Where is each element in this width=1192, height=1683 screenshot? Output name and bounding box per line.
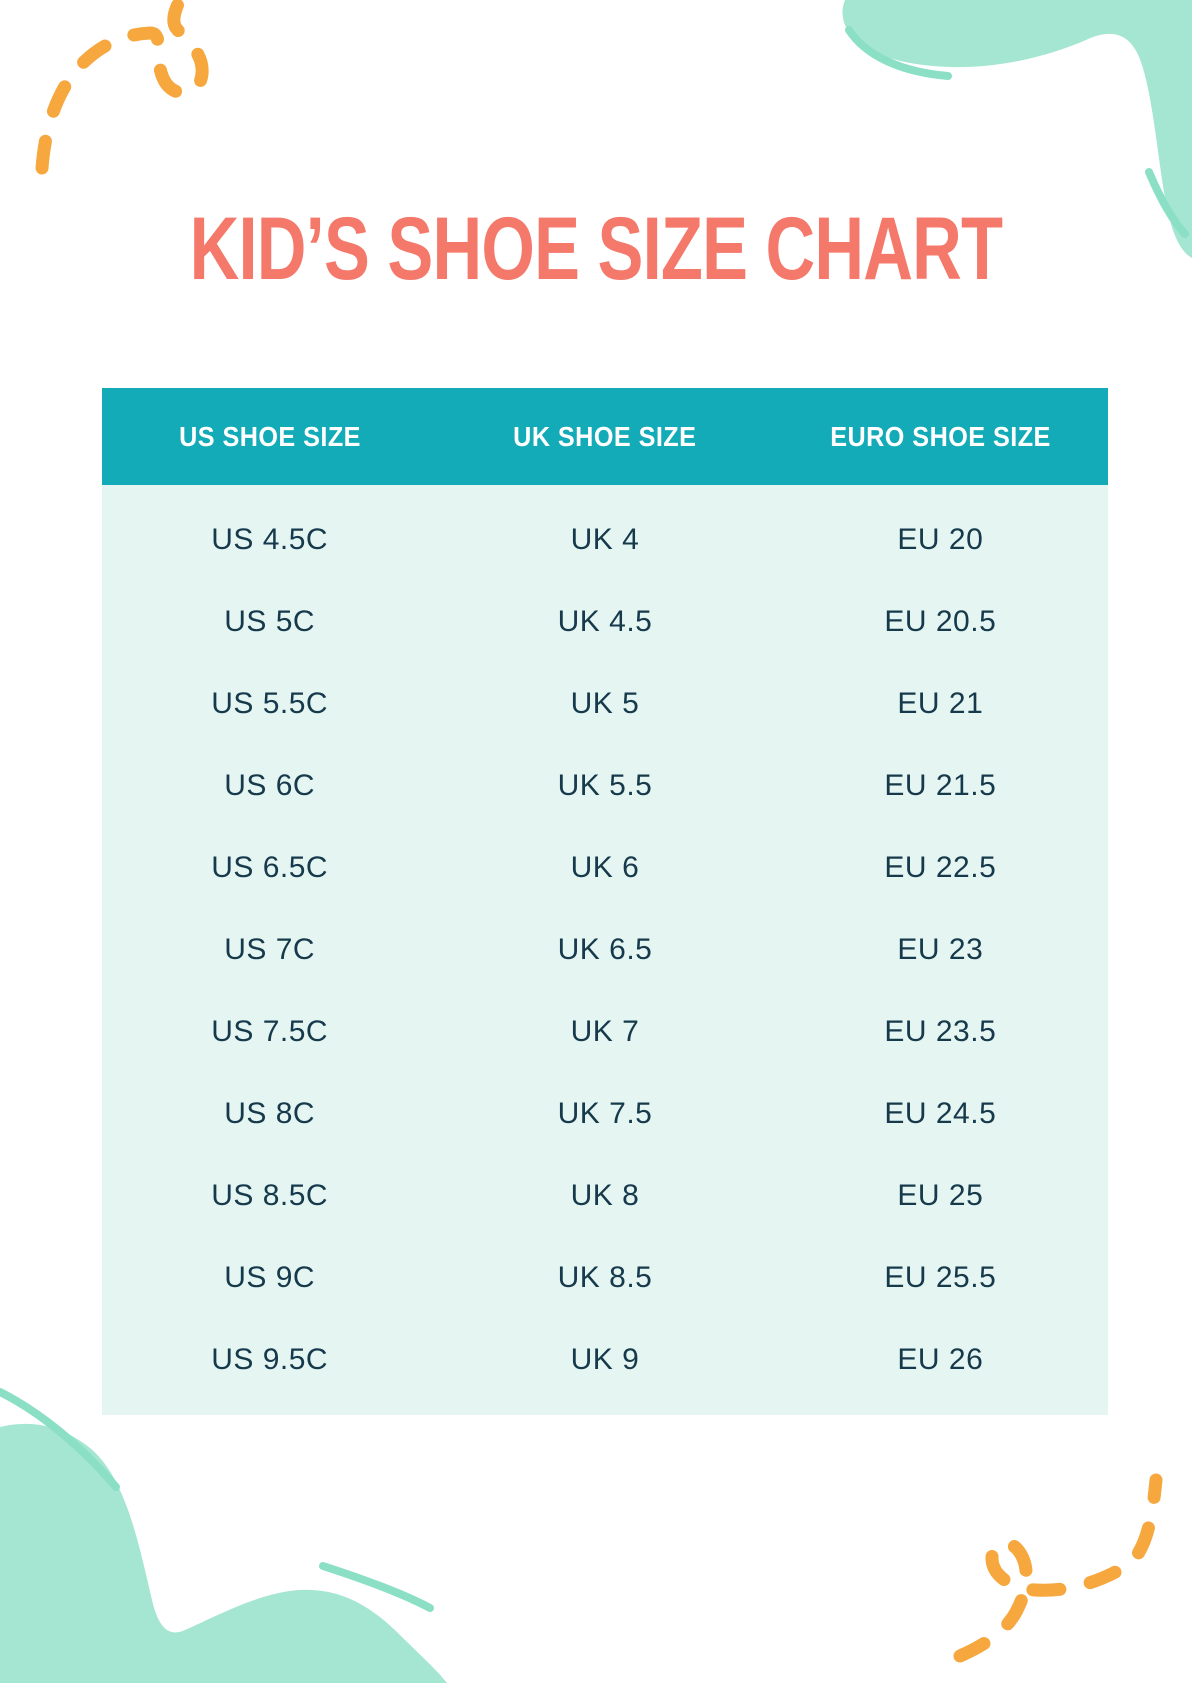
size-cell: US 9C [224,1261,316,1294]
bottom-left-accent-stroke-2 [319,1562,434,1612]
size-cell: US 5C [224,605,316,638]
size-cell: US 5.5C [211,687,329,720]
size-cell: EU 23 [897,933,984,966]
size-cell: US 8C [224,1097,316,1130]
bottom-left-accent-stroke [0,1388,120,1491]
size-cell: UK 8 [570,1179,640,1212]
right-edge-accent-stroke [1145,168,1189,238]
size-cell: UK 5.5 [557,769,653,802]
size-cell: US 4.5C [211,523,329,556]
bottom-right-dashed-doodle [953,1473,1163,1663]
size-cell: UK 6 [570,851,640,884]
size-cell: UK 9 [570,1343,640,1376]
size-cell: EU 26 [897,1343,984,1376]
table-row: US 7C UK 6.5 EU 23 [102,909,1108,991]
size-cell: US 6.5C [211,851,329,884]
page-title-text: KID’S SHOE SIZE CHART [189,199,1003,299]
column-header-euro-shoe-size: EURO SHOE SIZE [830,420,1051,452]
top-left-dashed-doodle [35,0,209,175]
size-cell: US 7.5C [211,1015,329,1048]
table-body: US 4.5C UK 4 EU 20 US 5C UK 4.5 EU 20.5 US 5.5… [102,485,1108,1415]
table-row: US 7.5C UK 7 EU 23.5 [102,991,1108,1073]
size-chart-table: US SHOE SIZE UK SHOE SIZE EURO SHOE SIZE… [102,388,1108,1415]
size-cell: US 7C [224,933,316,966]
size-cell: EU 24.5 [884,1097,997,1130]
table-row: US 8.5C UK 8 EU 25 [102,1155,1108,1237]
size-cell: UK 8.5 [557,1261,653,1294]
table-header-row: US SHOE SIZE UK SHOE SIZE EURO SHOE SIZE [102,388,1108,485]
size-cell: UK 4 [570,523,640,556]
table-row: US 9C UK 8.5 EU 25.5 [102,1237,1108,1319]
size-cell: EU 20.5 [884,605,997,638]
page-title: KID’S SHOE SIZE CHART [0,199,1192,299]
top-right-accent-stroke [845,26,952,80]
table-row: US 9.5C UK 9 EU 26 [102,1319,1108,1401]
size-cell: EU 20 [897,523,984,556]
size-cell: EU 23.5 [884,1015,997,1048]
size-cell: UK 5 [570,687,640,720]
size-cell: UK 7 [570,1015,640,1048]
size-cell: EU 21.5 [884,769,997,802]
size-cell: EU 25.5 [884,1261,997,1294]
size-cell: UK 7.5 [557,1097,653,1130]
column-header-uk-shoe-size: UK SHOE SIZE [513,420,697,452]
table-row: US 5.5C UK 5 EU 21 [102,663,1108,745]
size-cell: UK 6.5 [557,933,653,966]
top-right-blob [795,0,1192,258]
size-cell: US 8.5C [211,1179,329,1212]
size-cell: UK 4.5 [557,605,653,638]
bottom-left-blob [0,1423,447,1683]
size-cell: EU 21 [897,687,984,720]
size-cell: US 6C [224,769,316,802]
table-row: US 8C UK 7.5 EU 24.5 [102,1073,1108,1155]
table-row: US 6.5C UK 6 EU 22.5 [102,827,1108,909]
table-row: US 5C UK 4.5 EU 20.5 [102,581,1108,663]
size-cell: US 9.5C [211,1343,329,1376]
size-cell: EU 25 [897,1179,984,1212]
table-row: US 6C UK 5.5 EU 21.5 [102,745,1108,827]
column-header-us-shoe-size: US SHOE SIZE [178,420,361,452]
table-row: US 4.5C UK 4 EU 20 [102,499,1108,581]
size-cell: EU 22.5 [884,851,997,884]
